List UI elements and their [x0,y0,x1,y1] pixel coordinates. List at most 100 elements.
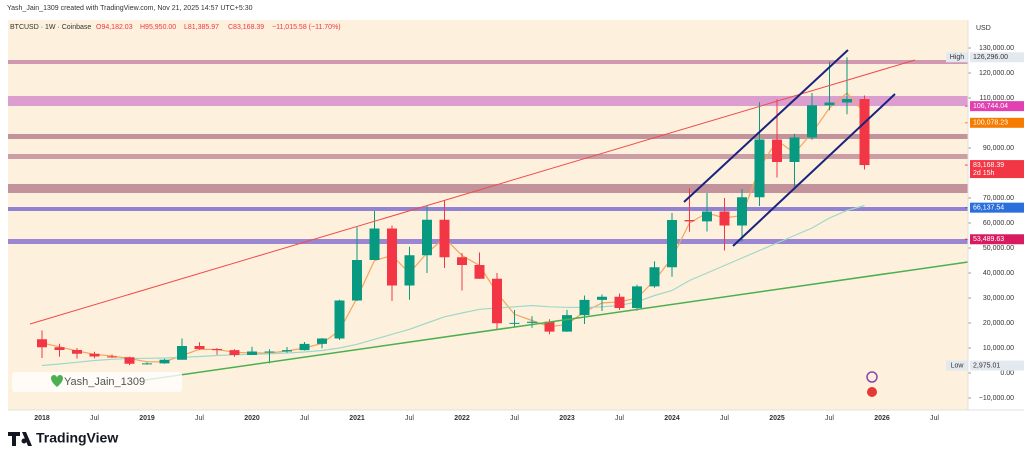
brand-logo[interactable] [8,432,32,446]
price-zone [8,134,968,139]
x-tick-label: 2025 [769,415,785,422]
event-icon [866,371,878,383]
candle-body [142,363,152,365]
ohlc-low: L81,385.97 [184,24,219,31]
candle-body [649,267,660,287]
price-tag: Low [951,362,965,369]
x-tick-label: 2018 [34,415,50,422]
y-tick-label: 60,000.00 [983,220,1014,227]
x-tick-label: Jul [405,415,414,422]
y-tick-label: 120,000.00 [979,70,1014,77]
y-tick-label: 40,000.00 [983,270,1014,277]
x-tick-label: 2021 [349,415,365,422]
candle-body [229,350,240,355]
x-tick-label: 2023 [559,415,575,422]
symbol: BTCUSD · 1W · Coinbase [10,24,91,31]
price-zone [8,239,968,244]
candle-body [859,99,870,166]
candle-body [632,286,642,308]
candle-body [492,278,502,324]
brand[interactable]: TradingView [36,430,118,446]
x-tick-label: 2026 [874,415,890,422]
price-tag: High [950,54,965,61]
x-tick-label: Jul [195,415,204,422]
y-tick-label: 50,000.00 [983,245,1014,252]
candle-body [842,99,852,103]
candle-body [702,211,712,222]
price-label-box [970,160,1024,179]
price-label-sub: 2d 15h [973,170,995,177]
credit: Yash_Jain_1309 created with TradingView.… [7,5,253,12]
y-tick-label: −10,000.00 [979,395,1014,402]
candle-body [439,219,450,258]
ohlc-high: H95,950.00 [140,24,176,31]
ohlc-close: C83,168.39 [228,24,264,31]
y-tick-label: 130,000.00 [979,45,1014,52]
price-tag-box [946,360,968,371]
x-tick-label: Jul [930,415,939,422]
candle-body [352,260,362,301]
price-label: 100,078.23 [973,120,1008,127]
price-zone [8,154,968,159]
candle-body [369,228,380,260]
x-tick-label: 2024 [664,415,680,422]
heart-icon [51,375,63,387]
candle-body [544,321,555,332]
candle-body [404,255,415,286]
y-tick-label: 20,000.00 [983,320,1014,327]
y-tick-label: 70,000.00 [983,195,1014,202]
candle-body [579,299,590,316]
channel-line [732,93,896,247]
x-tick-label: Jul [825,415,834,422]
plot-background [8,20,968,410]
candle-body [194,346,205,349]
y-tick-label: 0.00 [1000,370,1014,377]
candle-body [789,137,800,162]
candle-body [457,257,467,265]
x-tick-label: Jul [510,415,519,422]
candle-body [264,351,275,353]
candle-body [772,139,782,162]
x-tick-label: Jul [300,415,309,422]
price-label: 2,975.01 [973,362,1000,369]
trendline [144,261,969,381]
x-tick-label: 2020 [244,415,260,422]
price-zone [8,60,968,64]
price-label-box [970,101,1024,112]
candle-body [807,105,817,138]
watermark: Yash_Jain_1309 [64,376,145,388]
event-icon [867,387,877,397]
x-tick-label: Jul [615,415,624,422]
y-tick-label: 10,000.00 [983,345,1014,352]
candle-body [474,265,485,279]
candle-body [212,349,222,351]
price-label-box [970,117,1024,128]
x-tick-label: 2022 [454,415,470,422]
price-label-box [970,360,1024,371]
candle-body [754,139,765,198]
price-label-box [970,202,1024,213]
candle-body [107,356,117,358]
candle-body [159,359,170,364]
candle-body [667,220,677,268]
candle-body [317,338,327,344]
ohlc-open: O94,182.03 [96,24,133,31]
candle-body [37,339,47,348]
price-label-box [970,52,1024,63]
candle-body [247,351,257,355]
x-tick-label: 2019 [139,415,155,422]
y-tick-label: 110,000.00 [979,95,1014,102]
candle-body [299,343,310,351]
candle-body [282,350,292,352]
candle-body [562,315,572,332]
price-zone [8,207,968,211]
price-zone [8,184,968,193]
price-label: 66,137.54 [973,204,1004,211]
candle-body [334,300,345,339]
candle-body [824,102,835,106]
y-tick-label: 90,000.00 [983,145,1014,152]
candle-body [509,322,520,324]
candle-body [124,357,135,364]
price-label: 106,744.04 [973,103,1008,110]
